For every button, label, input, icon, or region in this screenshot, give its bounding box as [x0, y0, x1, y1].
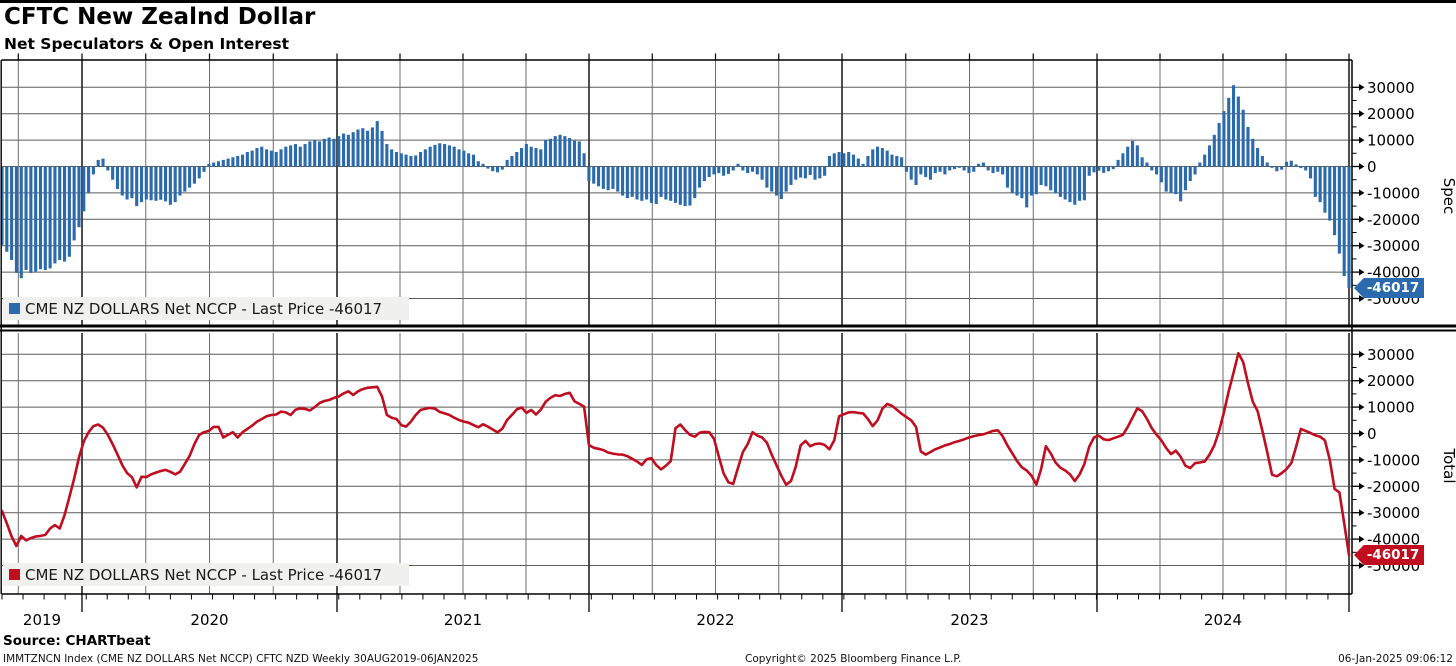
- svg-text:-20000: -20000: [1367, 478, 1420, 496]
- window-top-border: [0, 0, 1456, 3]
- svg-text:-40000: -40000: [1367, 531, 1420, 549]
- svg-text:10000: 10000: [1367, 399, 1415, 417]
- svg-text:-10000: -10000: [1367, 451, 1420, 469]
- total-legend-label: CME NZ DOLLARS Net NCCP - Last Price -46…: [25, 565, 383, 584]
- x-axis-year-label: 2023: [950, 611, 988, 629]
- x-axis-year-label: 2019: [23, 611, 61, 629]
- spec-bars: [0, 85, 1351, 288]
- svg-text:20000: 20000: [1367, 372, 1415, 390]
- svg-text:0: 0: [1367, 158, 1377, 176]
- status-ticker-info: IMMTZNCN Index (CME NZ DOLLARS Net NCCP)…: [3, 653, 479, 665]
- svg-text:0: 0: [1367, 425, 1377, 443]
- svg-text:30000: 30000: [1367, 346, 1415, 364]
- spec-legend[interactable]: CME NZ DOLLARS Net NCCP - Last Price -46…: [3, 297, 409, 320]
- svg-text:20000: 20000: [1367, 105, 1415, 123]
- total-axis-title: Total: [1440, 447, 1456, 483]
- status-bar: IMMTZNCN Index (CME NZ DOLLARS Net NCCP)…: [0, 650, 1456, 666]
- x-axis-year-label: 2022: [696, 611, 734, 629]
- total-legend-swatch-icon: [9, 569, 20, 580]
- svg-text:-20000: -20000: [1367, 211, 1420, 229]
- x-axis-year-label: 2024: [1204, 611, 1242, 629]
- total-legend[interactable]: CME NZ DOLLARS Net NCCP - Last Price -46…: [3, 563, 409, 586]
- svg-text:-30000: -30000: [1367, 237, 1420, 255]
- page-title: CFTC New Zealnd Dollar: [4, 4, 316, 30]
- svg-text:-40000: -40000: [1367, 264, 1420, 282]
- svg-text:-30000: -30000: [1367, 504, 1420, 522]
- status-copyright: Copyright© 2025 Bloomberg Finance L.P.: [745, 653, 962, 665]
- x-axis-year-label: 2021: [444, 611, 482, 629]
- spec-last-price-tag: -46017: [1354, 278, 1424, 298]
- svg-text:10000: 10000: [1367, 132, 1415, 150]
- spec-axis-title: Spec: [1440, 178, 1456, 215]
- total-last-price-tag: -46017: [1354, 545, 1424, 565]
- svg-text:30000: 30000: [1367, 79, 1415, 97]
- total-line: [0, 351, 1351, 557]
- spec-legend-label: CME NZ DOLLARS Net NCCP - Last Price -46…: [25, 299, 383, 318]
- status-timestamp: 06-Jan-2025 09:06:12: [1338, 653, 1453, 665]
- source-label: Source: CHARTbeat: [3, 633, 151, 649]
- svg-text:-10000: -10000: [1367, 184, 1420, 202]
- x-axis-year-label: 2020: [190, 611, 228, 629]
- page-subtitle: Net Speculators & Open Interest: [4, 35, 290, 53]
- spec-legend-swatch-icon: [9, 303, 20, 314]
